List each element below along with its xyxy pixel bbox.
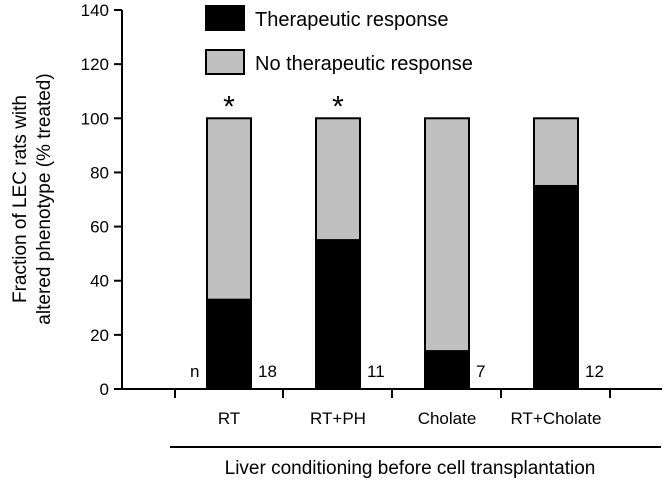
y-tick-label-4: 80 (90, 163, 109, 182)
legend-label-no-therapeutic: No therapeutic response (255, 53, 473, 75)
x-category-label-3: RT+Cholate (511, 409, 602, 428)
bar-no-therapeutic-3 (533, 117, 579, 187)
bar-no-therapeutic-0 (206, 117, 252, 301)
n-prefix-label: n (190, 362, 199, 381)
n-value-label-0: 18 (258, 362, 277, 381)
legend-label-therapeutic: Therapeutic response (255, 9, 448, 31)
x-axis-title: Liver conditioning before cell transplan… (225, 458, 596, 479)
bar-therapeutic-3 (533, 184, 579, 390)
y-tick-label-7: 140 (81, 1, 109, 20)
significance-marker-0: * (223, 90, 235, 123)
axes (114, 9, 662, 448)
y-axis-title-line-2: altered phenotype (% treated) (34, 73, 55, 324)
x-category-label-2: Cholate (418, 409, 477, 428)
bar-therapeutic-1 (315, 239, 361, 390)
bars (206, 117, 579, 391)
n-value-label-2: 7 (476, 362, 485, 381)
n-value-label-1: 11 (367, 362, 385, 381)
bar-no-therapeutic-2 (424, 117, 470, 353)
y-tick-label-5: 100 (81, 109, 109, 128)
y-axis-title-line-1: Fraction of LEC rats with (10, 95, 31, 303)
y-tick-label-0: 0 (100, 380, 109, 399)
bar-no-therapeutic-1 (315, 117, 361, 242)
x-category-label-1: RT+PH (310, 409, 366, 428)
y-tick-label-1: 20 (90, 326, 109, 345)
legend-swatch-therapeutic (205, 5, 245, 31)
bar-therapeutic-2 (424, 350, 470, 391)
legend-swatch-no-therapeutic (205, 49, 245, 75)
y-tick-label-2: 40 (90, 272, 109, 291)
n-value-label-3: 12 (585, 362, 604, 381)
y-tick-label-3: 60 (90, 218, 109, 237)
legend: Therapeutic response No therapeutic respo… (205, 5, 473, 75)
x-category-label-0: RT (218, 409, 240, 428)
bar-therapeutic-0 (206, 298, 252, 390)
y-axis-title: Fraction of LEC rats with altered phenoty… (10, 73, 55, 324)
labels: 0 20 40 60 80 100 120 140 RT 18 * RT+PH 11 * Cholate 7 R… (10, 1, 604, 479)
y-tick-label-6: 120 (81, 55, 109, 74)
significance-marker-1: * (332, 90, 344, 123)
